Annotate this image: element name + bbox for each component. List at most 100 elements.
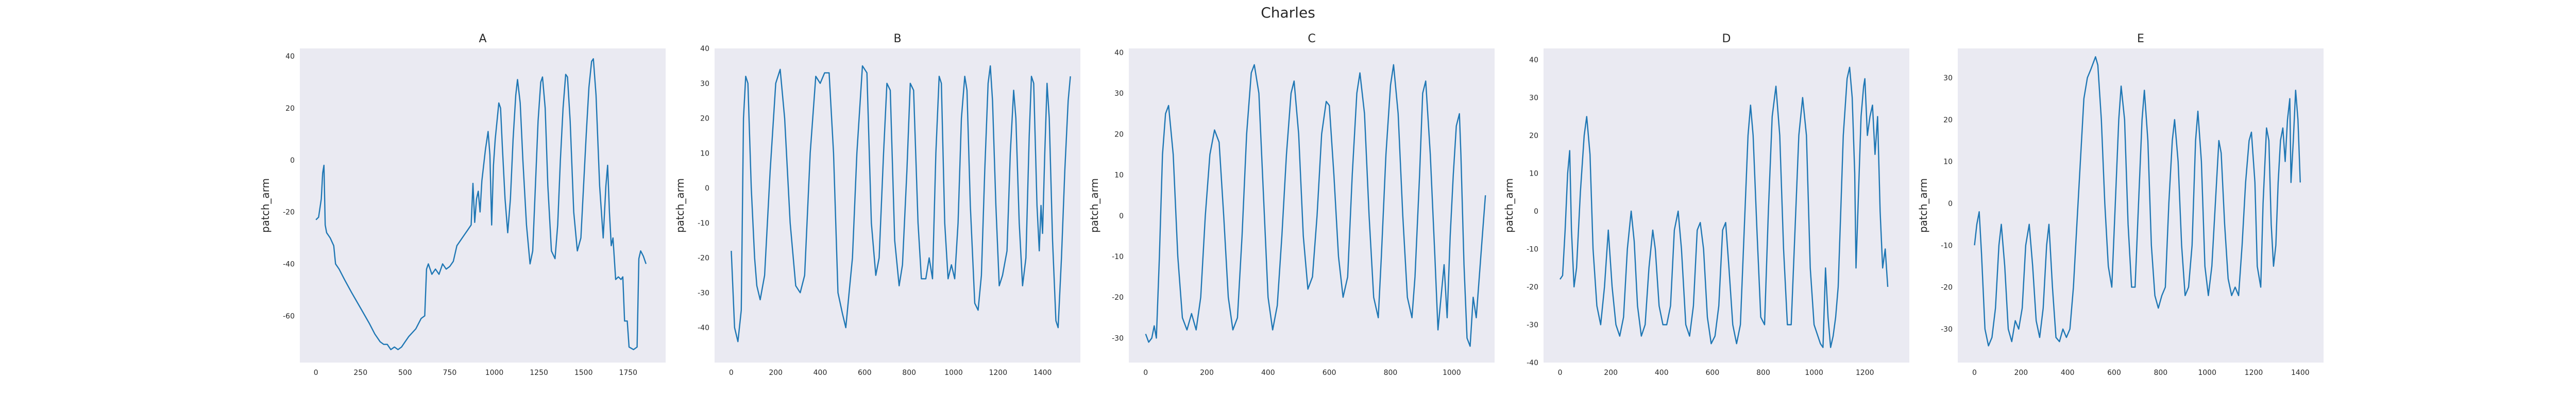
subplot-d: D patch_arm 0 200 400 600 800 1000 1200 -40-30… xyxy=(1503,32,1909,377)
y-tick-label: 40 xyxy=(1529,56,1538,64)
y-tick-label: 10 xyxy=(1529,170,1538,178)
y-tick-label: 40 xyxy=(285,53,295,61)
y-tick-label: -20 xyxy=(698,254,709,263)
subplot-title: E xyxy=(2137,32,2144,45)
y-tick-label: 20 xyxy=(1529,132,1538,140)
y-axis-label: patch_arm xyxy=(1503,178,1515,233)
y-tick-label: 20 xyxy=(700,115,709,123)
x-tick-label: 600 xyxy=(2107,369,2121,377)
x-tick-label: 1400 xyxy=(2291,369,2310,377)
x-tick-label: 0 xyxy=(729,369,734,377)
x-tick-label: 500 xyxy=(398,369,412,377)
figure-title: Charles xyxy=(1261,4,1315,21)
x-tick-label: 1000 xyxy=(1443,369,1461,377)
y-tick-label: -20 xyxy=(283,209,295,217)
y-tick-label: 30 xyxy=(700,80,709,88)
y-tick-label: -30 xyxy=(1941,325,1953,334)
x-tick-label: 600 xyxy=(1706,369,1720,377)
y-tick-label: -40 xyxy=(698,324,709,332)
x-tick-label: 400 xyxy=(1261,369,1275,377)
x-tick-label: 1200 xyxy=(2245,369,2263,377)
y-tick-label: -40 xyxy=(283,260,295,268)
y-tick-label: -30 xyxy=(1112,334,1124,342)
x-tick-label: 400 xyxy=(2061,369,2075,377)
y-axis-ticks: -60 -40 -20 0 20 40 xyxy=(283,53,295,320)
x-tick-label: 800 xyxy=(2154,369,2167,377)
plot-area xyxy=(300,48,666,363)
x-tick-label: 1000 xyxy=(2198,369,2216,377)
x-tick-label: 800 xyxy=(902,369,916,377)
plot-area xyxy=(715,48,1080,363)
y-axis-ticks: -40 -30 -20 -10 0 10 20 30 40 xyxy=(698,45,709,332)
plot-area xyxy=(1544,48,1909,363)
y-tick-label: 10 xyxy=(1114,171,1124,180)
x-tick-label: 600 xyxy=(1323,369,1336,377)
y-tick-label: 0 xyxy=(705,184,709,193)
y-tick-label: 0 xyxy=(1534,208,1538,216)
x-axis-ticks: 0 200 400 600 800 1000 1200 1400 xyxy=(1972,369,2310,377)
y-tick-label: -20 xyxy=(1112,294,1124,302)
subplot-title: B xyxy=(893,32,901,45)
x-axis-ticks: 0 200 400 600 800 1000 1200 xyxy=(1558,369,1874,377)
y-tick-label: 40 xyxy=(1114,49,1124,57)
x-tick-label: 0 xyxy=(1143,369,1148,377)
y-tick-label: -10 xyxy=(1527,246,1538,254)
y-axis-label: patch_arm xyxy=(1917,178,1929,233)
x-axis-ticks: 0 250 500 750 1000 1250 1500 1750 xyxy=(314,369,637,377)
series-line xyxy=(315,58,647,350)
y-tick-label: 10 xyxy=(1943,158,1953,166)
y-axis-ticks: -40 -30 -20 -10 0 10 20 30 40 xyxy=(1527,56,1538,367)
y-tick-label: -10 xyxy=(1112,253,1124,261)
subplot-title: C xyxy=(1308,32,1315,45)
y-tick-label: -40 xyxy=(1527,359,1538,367)
x-tick-label: 400 xyxy=(1655,369,1669,377)
y-tick-label: 30 xyxy=(1943,74,1953,82)
x-tick-label: 0 xyxy=(1558,369,1563,377)
subplot-e: E patch_arm 0 200 400 600 800 1000 1200 1400 -3… xyxy=(1917,32,2324,377)
y-axis-label: patch_arm xyxy=(674,178,686,233)
y-tick-label: -10 xyxy=(698,219,709,228)
x-tick-label: 0 xyxy=(1972,369,1977,377)
y-tick-label: 20 xyxy=(285,105,295,113)
y-tick-label: -20 xyxy=(1941,284,1953,292)
y-axis-ticks: -30 -20 -10 0 10 20 30 40 xyxy=(1112,49,1124,343)
series-line xyxy=(1145,64,1486,347)
subplot-title: D xyxy=(1722,32,1731,45)
x-tick-label: 750 xyxy=(443,369,457,377)
plot-area xyxy=(1129,48,1495,363)
x-tick-label: 200 xyxy=(769,369,783,377)
y-tick-label: -20 xyxy=(1527,283,1538,291)
x-tick-label: 600 xyxy=(858,369,872,377)
plot-area xyxy=(1958,48,2324,363)
x-tick-label: 1200 xyxy=(989,369,1007,377)
x-tick-label: 800 xyxy=(1384,369,1398,377)
x-tick-label: 200 xyxy=(1604,369,1618,377)
x-tick-label: 200 xyxy=(1200,369,1214,377)
y-axis-ticks: -30 -20 -10 0 10 20 30 xyxy=(1941,74,1953,334)
series-line xyxy=(1560,66,1889,348)
y-tick-label: 0 xyxy=(1948,200,1953,208)
y-tick-label: 30 xyxy=(1114,90,1124,98)
y-tick-label: -60 xyxy=(283,312,295,320)
y-tick-label: 10 xyxy=(700,149,709,158)
x-tick-label: 1500 xyxy=(574,369,593,377)
subplot-a: A patch_arm 0 250 500 750 1000 1250 1500 1750 -… xyxy=(259,32,666,377)
subplot-c: C patch_arm 0 200 400 600 800 1000 -30-20-100… xyxy=(1088,32,1495,377)
subplot-b: B patch_arm 0 200 400 600 800 1000 1200 1400 -4… xyxy=(674,32,1080,377)
x-tick-label: 400 xyxy=(814,369,827,377)
y-tick-label: 0 xyxy=(290,157,295,165)
x-tick-label: 1000 xyxy=(944,369,963,377)
x-tick-label: 250 xyxy=(353,369,367,377)
x-tick-label: 1000 xyxy=(1805,369,1823,377)
x-tick-label: 200 xyxy=(2014,369,2028,377)
y-tick-label: 20 xyxy=(1114,130,1124,139)
y-axis-label: patch_arm xyxy=(259,178,272,233)
y-tick-label: 40 xyxy=(700,45,709,53)
x-tick-label: 1000 xyxy=(485,369,504,377)
y-tick-label: 0 xyxy=(1119,212,1124,220)
x-tick-label: 800 xyxy=(1756,369,1770,377)
x-tick-label: 0 xyxy=(314,369,318,377)
y-tick-label: 20 xyxy=(1943,116,1953,124)
series-line xyxy=(1974,56,2301,347)
